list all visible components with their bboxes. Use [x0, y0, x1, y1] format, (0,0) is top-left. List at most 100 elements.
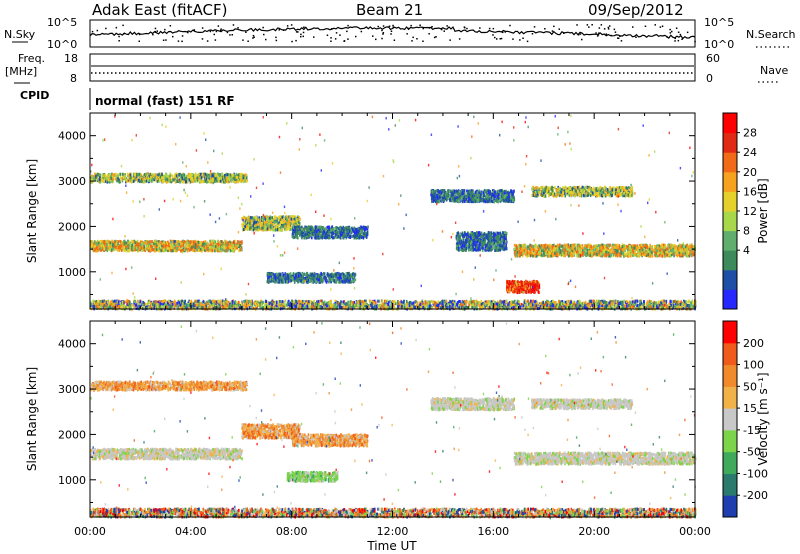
echo-pixel — [299, 221, 301, 225]
echo-pixel — [195, 245, 198, 249]
echo-pixel — [147, 246, 149, 250]
echo-pixel — [102, 240, 104, 244]
echo-pixel — [128, 249, 131, 253]
echo-pixel — [218, 245, 221, 248]
echo-pixel — [94, 172, 96, 176]
echo-pixel — [91, 174, 93, 178]
echo-pixel — [201, 173, 204, 177]
echo-pixel — [182, 180, 184, 184]
echo-pixel — [176, 247, 178, 251]
echo-pixel — [107, 246, 110, 250]
echo-pixel — [313, 279, 316, 283]
nsky-dot — [577, 34, 580, 36]
echo-pixel — [219, 247, 222, 251]
echo-pixel — [241, 217, 243, 221]
echo-pixel — [201, 243, 204, 247]
echo-pixel — [496, 197, 498, 201]
echo-pixel — [95, 246, 98, 249]
echo-pixel — [316, 232, 318, 236]
echo-pixel — [246, 222, 249, 226]
echo-pixel — [216, 176, 219, 180]
nsky-tick-top: 10^5 — [47, 16, 77, 29]
nsky-dot — [286, 25, 289, 27]
echo-pixel — [204, 245, 207, 248]
echo-pixel — [192, 249, 194, 252]
echo-pixel — [157, 245, 160, 248]
echo-pixel — [313, 230, 315, 234]
echo-pixel — [282, 221, 285, 225]
echo-pixel — [315, 274, 317, 278]
nsky-dot — [558, 28, 560, 30]
echo-pixel — [268, 280, 271, 284]
echo-pixel — [366, 232, 368, 236]
nsky-dot — [209, 30, 212, 33]
echo-pixel — [483, 194, 485, 198]
echo-pixel — [260, 219, 263, 222]
echo-pixel — [317, 278, 320, 282]
echo-pixel — [335, 273, 337, 276]
echo-pixel — [265, 215, 268, 219]
echo-pixel — [253, 219, 256, 223]
nsky-dot — [330, 37, 332, 39]
echo-pixel — [235, 175, 238, 179]
echo-pixel — [293, 215, 295, 219]
echo-pixel — [163, 249, 166, 253]
echo-pixel — [127, 241, 129, 245]
echo-pixel — [482, 191, 485, 195]
echo-pixel — [155, 178, 157, 182]
echo-pixel — [198, 172, 201, 176]
echo-pixel — [440, 193, 443, 197]
nsky-dot — [215, 30, 218, 33]
echo-pixel — [256, 224, 259, 228]
echo-pixel — [147, 244, 150, 248]
echo-pixel — [209, 179, 212, 183]
echo-pixel — [332, 230, 334, 234]
nsky-dot — [613, 28, 616, 31]
echo-pixel — [233, 179, 235, 183]
echo-pixel — [244, 179, 246, 183]
nsky-dot — [291, 40, 293, 43]
echo-pixel — [277, 227, 279, 231]
echo-pixel — [267, 279, 270, 282]
nsky-dot — [372, 35, 374, 37]
echo-pixel — [170, 248, 172, 252]
echo-pixel — [216, 173, 218, 177]
echo-pixel — [167, 178, 170, 182]
echo-pixel — [225, 173, 228, 177]
nsky-dot — [252, 37, 254, 39]
nsky-dot — [449, 39, 451, 41]
echo-pixel — [169, 177, 171, 181]
echo-pixel — [336, 273, 339, 277]
echo-pixel — [461, 192, 463, 196]
echo-pixel — [240, 173, 243, 176]
echo-pixel — [100, 242, 103, 246]
echo-pixel — [350, 274, 352, 278]
power-echo-pixels — [90, 114, 697, 312]
echo-pixel — [156, 176, 159, 180]
echo-pixel — [334, 275, 337, 279]
echo-pixel — [474, 200, 477, 203]
echo-pixel — [158, 178, 161, 182]
echo-pixel — [344, 275, 347, 279]
echo-pixel — [112, 247, 115, 251]
echo-pixel — [124, 173, 126, 177]
echo-pixel — [325, 235, 328, 239]
echo-pixel — [99, 247, 102, 251]
echo-pixel — [306, 279, 308, 283]
echo-pixel — [104, 240, 107, 244]
nsky-dot — [381, 29, 383, 32]
echo-pixel — [213, 246, 215, 250]
echo-pixel — [185, 180, 187, 184]
echo-pixel — [493, 200, 496, 204]
nsky-dot — [431, 26, 433, 28]
echo-pixel — [148, 249, 150, 253]
echo-pixel — [291, 221, 294, 225]
echo-pixel — [316, 236, 318, 240]
echo-pixel — [328, 276, 331, 280]
echo-pixel — [96, 239, 99, 243]
echo-pixel — [355, 233, 358, 237]
echo-pixel — [293, 280, 296, 284]
nsky-dot — [526, 40, 529, 43]
echo-pixel — [297, 220, 300, 224]
echo-pixel — [501, 198, 503, 202]
